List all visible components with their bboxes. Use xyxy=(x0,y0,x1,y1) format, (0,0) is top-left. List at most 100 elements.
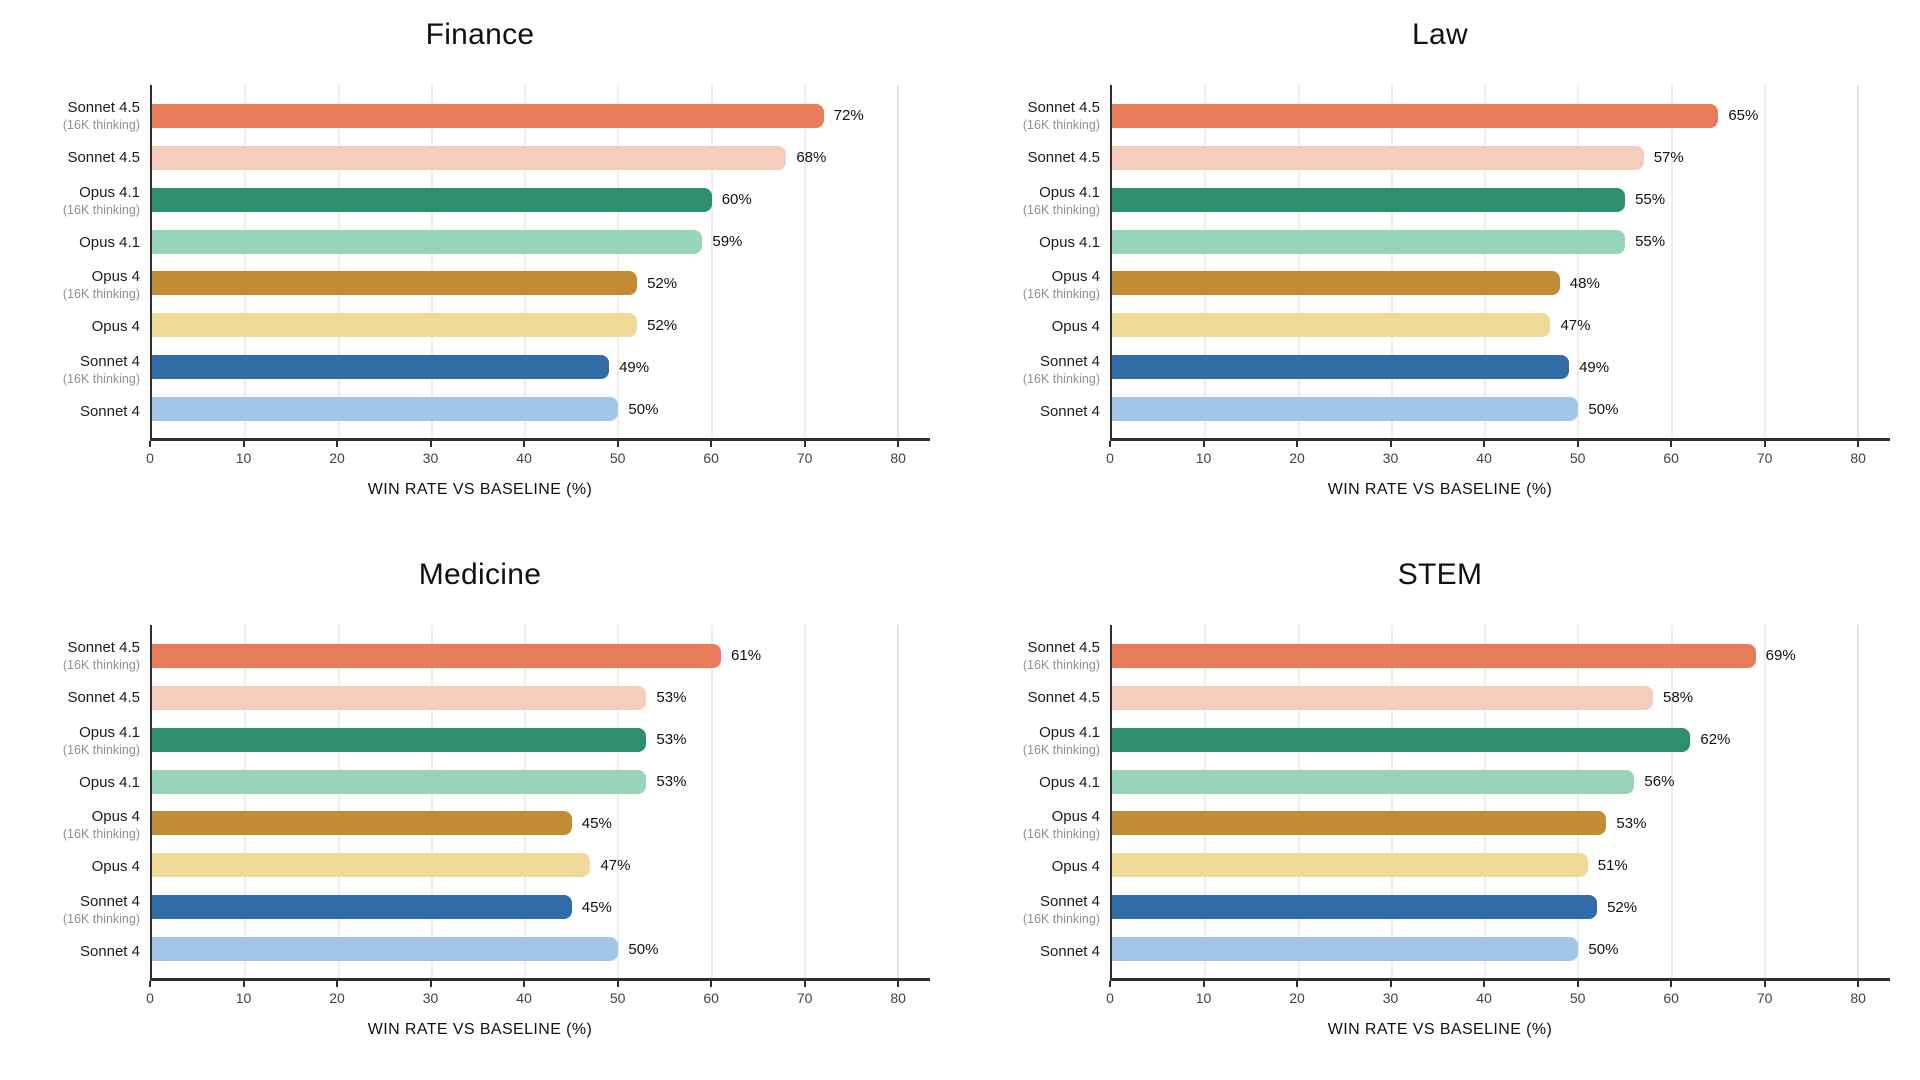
x-tick-label: 60 xyxy=(1663,450,1679,466)
bar xyxy=(1112,727,1691,752)
bar xyxy=(1112,313,1551,338)
x-tick-mark xyxy=(1483,981,1486,987)
x-tick-mark xyxy=(1389,981,1392,987)
bar-row: 50% xyxy=(1112,928,1890,970)
gridline xyxy=(244,85,247,438)
x-tick-label: 40 xyxy=(1476,450,1492,466)
x-tick-label: 10 xyxy=(1195,990,1212,1006)
y-label: Opus 4.1 xyxy=(0,762,140,804)
chart-title: Medicine xyxy=(418,558,542,591)
bar xyxy=(1112,145,1644,170)
y-label-sub: (16K thinking) xyxy=(1022,118,1100,132)
gridline xyxy=(1577,625,1580,978)
gridline xyxy=(617,85,620,438)
bar-row: 53% xyxy=(1112,803,1890,845)
y-label: Sonnet 4.5 xyxy=(960,137,1100,179)
x-tick-label: 60 xyxy=(703,990,719,1006)
y-label-sub: (16K thinking) xyxy=(62,371,140,386)
bar xyxy=(1112,229,1626,254)
y-label-sub: (16K thinking) xyxy=(62,287,140,301)
x-tick-mark xyxy=(897,981,900,987)
gridline xyxy=(897,85,900,438)
gridline xyxy=(897,625,900,978)
bar xyxy=(152,355,610,380)
x-tick-label: 20 xyxy=(329,450,345,466)
value-label: 47% xyxy=(600,856,631,874)
y-label-name: Sonnet 4.5 xyxy=(67,689,140,706)
chart-title: STEM xyxy=(1397,558,1483,591)
bar-row: 55% xyxy=(1112,179,1890,221)
x-tick-label: 30 xyxy=(1382,990,1399,1006)
bar-row: 53% xyxy=(152,719,930,761)
x-tick-mark xyxy=(242,981,245,987)
value-label: 61% xyxy=(731,647,762,665)
y-label-name: Opus 4 xyxy=(1051,858,1100,875)
bar-row: 58% xyxy=(1112,677,1890,719)
y-label: Sonnet 4 (16K thinking) xyxy=(0,349,140,391)
gridline xyxy=(1204,85,1207,438)
bar xyxy=(152,895,572,920)
value-label: 59% xyxy=(712,233,743,251)
gridline xyxy=(1297,85,1300,438)
y-label-name: Sonnet 4 xyxy=(79,352,140,370)
y-label-sub: (16K thinking) xyxy=(62,118,140,132)
gridline xyxy=(430,625,433,978)
x-axis-title: WIN RATE VS BASELINE (%) xyxy=(367,481,593,498)
x-tick-label: 10 xyxy=(235,990,252,1006)
value-label: 58% xyxy=(1663,689,1694,707)
y-label: Sonnet 4 (16K thinking) xyxy=(960,889,1100,931)
plot-area: 65% 57% 55% 55% 48% 47% 49% 50% xyxy=(1110,85,1890,441)
y-label-name: Sonnet 4 xyxy=(79,892,140,910)
bar xyxy=(1112,811,1607,836)
x-tick-label: 80 xyxy=(1850,990,1866,1006)
bar-row: 57% xyxy=(1112,137,1890,179)
value-label: 49% xyxy=(1579,358,1610,376)
x-tick-mark xyxy=(429,441,432,447)
value-label: 65% xyxy=(1728,107,1759,125)
y-label: Opus 4.1 xyxy=(0,222,140,264)
x-tick-mark xyxy=(710,981,713,987)
y-label: Sonnet 4.5 xyxy=(0,137,140,179)
value-label: 53% xyxy=(656,731,687,749)
value-label: 53% xyxy=(656,689,687,707)
y-label-sub: (16K thinking) xyxy=(1022,911,1100,926)
bar-row: 49% xyxy=(152,346,930,388)
y-label: Sonnet 4 (16K thinking) xyxy=(960,349,1100,391)
y-label-name: Opus 4 xyxy=(1051,808,1100,826)
bar xyxy=(152,103,824,128)
y-label: Opus 4 (16K thinking) xyxy=(960,264,1100,306)
bar xyxy=(152,397,619,422)
x-tick-mark xyxy=(149,441,151,447)
y-label-name: Opus 4.1 xyxy=(1039,183,1100,201)
gridline xyxy=(1670,85,1673,438)
bar-row: 49% xyxy=(1112,346,1890,388)
y-label-sub: (16K thinking) xyxy=(1022,287,1100,301)
value-label: 55% xyxy=(1635,191,1666,209)
y-label-name: Sonnet 4.5 xyxy=(67,99,140,117)
bar xyxy=(1112,685,1654,710)
value-label: 52% xyxy=(647,316,678,334)
bar-row: 62% xyxy=(1112,719,1890,761)
gridline xyxy=(1670,625,1673,978)
y-label: Opus 4 (16K thinking) xyxy=(0,264,140,306)
gridline xyxy=(1484,625,1487,978)
y-label: Sonnet 4 xyxy=(960,931,1100,973)
bar xyxy=(1112,103,1719,128)
x-tick-mark xyxy=(1296,441,1299,447)
bar xyxy=(152,937,619,962)
value-label: 51% xyxy=(1597,856,1628,874)
value-label: 72% xyxy=(833,107,864,125)
x-tick-mark xyxy=(1576,981,1579,987)
plot-stem: Sonnet 4.5 (16K thinking) Sonnet 4.5 Opus 4… xyxy=(960,625,1920,1039)
x-tick-label: 40 xyxy=(516,990,532,1006)
x-tick-mark xyxy=(523,441,526,447)
x-axis-ticks: 0 10 20 30 40 50 60 70 80 xyxy=(146,981,930,1009)
x-tick-label: 70 xyxy=(796,990,813,1006)
gridline xyxy=(710,85,713,438)
x-tick-mark xyxy=(336,981,339,987)
plot-area: 69% 58% 62% 56% 53% 51% 52% 50% xyxy=(1110,625,1890,981)
bar-row: 65% xyxy=(1112,95,1890,137)
bar xyxy=(152,811,572,836)
bar-row: 61% xyxy=(152,635,930,677)
y-label: Sonnet 4.5 (16K thinking) xyxy=(0,635,140,677)
